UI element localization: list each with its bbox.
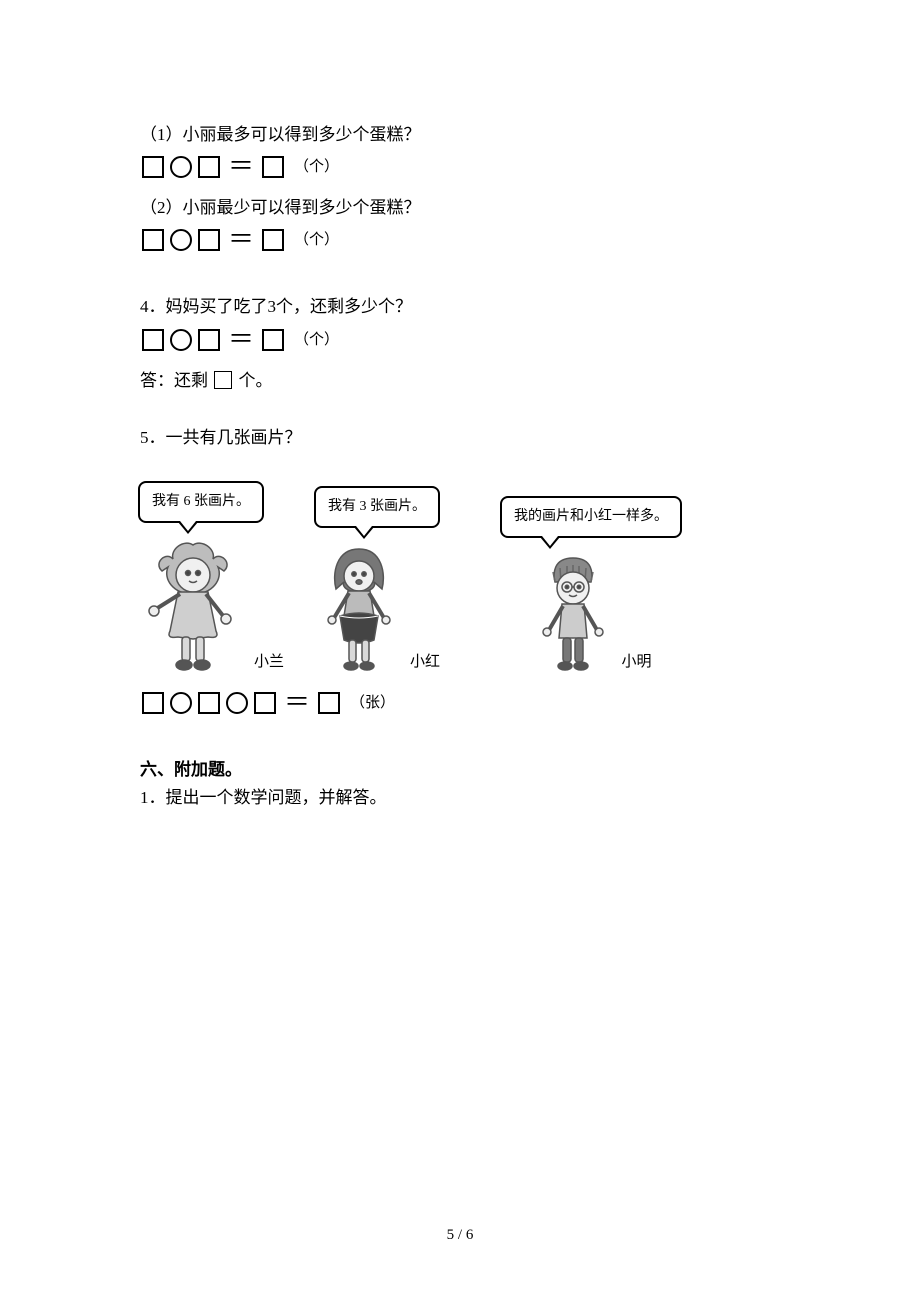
blank-box-small[interactable] bbox=[214, 371, 232, 389]
unit-label: （个） bbox=[294, 328, 339, 352]
name-xiaolan: 小兰 bbox=[254, 650, 284, 674]
boy-icon bbox=[531, 554, 616, 674]
blank-box[interactable] bbox=[142, 329, 164, 351]
equals-sign: ＝ bbox=[226, 227, 256, 253]
operator-circle[interactable] bbox=[170, 329, 192, 351]
unit-label: （个） bbox=[294, 155, 339, 179]
equals-sign: ＝ bbox=[226, 154, 256, 180]
blank-box[interactable] bbox=[198, 229, 220, 251]
q4-equation: ＝ （个） bbox=[140, 327, 780, 353]
blank-box[interactable] bbox=[142, 692, 164, 714]
q4-prompt: 4．妈妈买了吃了3个，还剩多少个？ bbox=[140, 293, 780, 320]
unit-label: （个） bbox=[294, 228, 339, 252]
girl2-icon bbox=[314, 544, 404, 674]
q1-part2-equation: ＝ （个） bbox=[140, 227, 780, 253]
q1-part2-prompt: （2）小丽最少可以得到多少个蛋糕？ bbox=[140, 194, 780, 221]
blank-box[interactable] bbox=[198, 156, 220, 178]
blank-box[interactable] bbox=[262, 229, 284, 251]
character-xiaohong: 我有 3 张画片。 bbox=[314, 486, 440, 674]
blank-box[interactable] bbox=[318, 692, 340, 714]
q5-equation: ＝ （张） bbox=[140, 690, 780, 716]
name-xiaoming: 小明 bbox=[622, 650, 652, 674]
section6-q1: 1．提出一个数学问题，并解答。 bbox=[140, 784, 780, 811]
characters-row: 我有 6 张画片。 小兰 bbox=[140, 481, 780, 674]
q4-answer-line: 答：还剩 个。 bbox=[140, 367, 780, 394]
unit-label: （张） bbox=[350, 691, 395, 715]
blank-box[interactable] bbox=[254, 692, 276, 714]
blank-box[interactable] bbox=[198, 329, 220, 351]
speech-bubble-xiaolan: 我有 6 张画片。 bbox=[138, 481, 264, 523]
q1-part1-prompt: （1）小丽最多可以得到多少个蛋糕？ bbox=[140, 121, 780, 148]
q1-part1-equation: ＝ （个） bbox=[140, 154, 780, 180]
blank-box[interactable] bbox=[142, 156, 164, 178]
section6-heading: 六、附加题。 bbox=[140, 756, 780, 783]
page-footer: 5 / 6 bbox=[0, 1223, 920, 1247]
equals-sign: ＝ bbox=[282, 690, 312, 716]
character-xiaolan: 我有 6 张画片。 小兰 bbox=[138, 481, 284, 674]
answer-suffix: 个。 bbox=[239, 371, 273, 390]
worksheet-page: （1）小丽最多可以得到多少个蛋糕？ ＝ （个） （2）小丽最少可以得到多少个蛋糕… bbox=[0, 0, 920, 1302]
name-xiaohong: 小红 bbox=[410, 650, 440, 674]
q5-prompt: 5．一共有几张画片？ bbox=[140, 424, 780, 451]
blank-box[interactable] bbox=[262, 329, 284, 351]
speech-bubble-xiaohong: 我有 3 张画片。 bbox=[314, 486, 440, 528]
answer-prefix: 答：还剩 bbox=[140, 371, 208, 390]
character-xiaoming: 我的画片和小红一样多。 bbox=[500, 496, 682, 674]
blank-box[interactable] bbox=[198, 692, 220, 714]
operator-circle[interactable] bbox=[170, 692, 192, 714]
operator-circle[interactable] bbox=[170, 229, 192, 251]
equals-sign: ＝ bbox=[226, 327, 256, 353]
blank-box[interactable] bbox=[262, 156, 284, 178]
operator-circle[interactable] bbox=[226, 692, 248, 714]
girl1-icon bbox=[138, 539, 248, 674]
operator-circle[interactable] bbox=[170, 156, 192, 178]
speech-bubble-xiaoming: 我的画片和小红一样多。 bbox=[500, 496, 682, 538]
blank-box[interactable] bbox=[142, 229, 164, 251]
